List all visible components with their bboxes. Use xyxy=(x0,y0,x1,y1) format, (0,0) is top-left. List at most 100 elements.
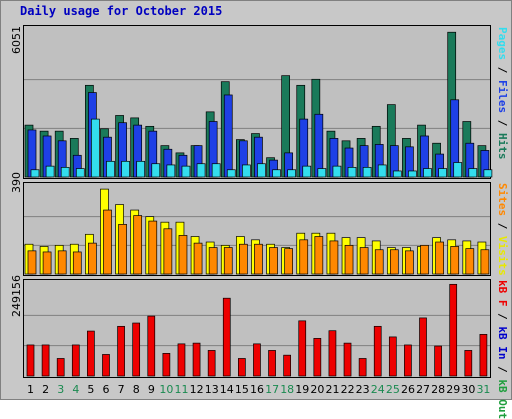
kbytes-bar xyxy=(207,350,216,377)
kbytes-bar xyxy=(253,343,261,377)
sites-bar xyxy=(450,246,460,275)
kbytes-bar xyxy=(434,345,442,377)
x-tick-label: 22 xyxy=(340,383,355,396)
x-tick-label: 29 xyxy=(446,383,461,396)
pages-bar xyxy=(392,170,402,178)
sites-bar xyxy=(193,242,203,275)
pages-bar xyxy=(242,164,251,178)
kbytes-bar xyxy=(313,338,322,377)
hits-ymax-label: 6051 xyxy=(10,26,23,54)
chart-title: Daily usage for October 2015 xyxy=(20,4,223,18)
x-tick-label: 28 xyxy=(431,383,446,396)
sites-bar xyxy=(178,235,188,275)
x-tick-label: 26 xyxy=(400,383,415,396)
pages-bar xyxy=(196,163,206,178)
sites-bar xyxy=(148,220,158,275)
files-bar xyxy=(314,113,324,178)
legend-separator: / xyxy=(496,359,509,380)
sites-bar xyxy=(284,248,293,275)
kbytes-ymax-label: 249156 xyxy=(10,275,23,317)
kbytes-bar xyxy=(177,343,186,377)
x-tick-label: 27 xyxy=(416,383,431,396)
pages-bar xyxy=(30,169,40,178)
sites-bar xyxy=(88,242,97,275)
legend-separator: / xyxy=(496,60,509,80)
kbytes-bar xyxy=(479,334,488,377)
x-tick-label: 14 xyxy=(219,383,234,396)
hits-chart xyxy=(23,25,493,179)
x-tick-label: 8 xyxy=(132,383,140,396)
sites-bar xyxy=(223,247,233,275)
x-tick-label: 10 xyxy=(159,383,174,396)
legend-kbf: kB F xyxy=(496,280,509,307)
kbytes-chart xyxy=(23,279,491,378)
x-tick-label: 13 xyxy=(204,383,219,396)
hits-panel xyxy=(23,25,493,179)
kbytes-legend: kB F / kB In / kB Out xyxy=(496,280,509,419)
kbytes-bar xyxy=(41,344,50,377)
pages-bar xyxy=(181,165,191,178)
kbytes-bar xyxy=(56,358,65,377)
legend-pages: Pages xyxy=(496,27,509,61)
kbytes-bar xyxy=(117,325,125,377)
x-tick-label: 20 xyxy=(310,383,325,396)
x-tick-label: 21 xyxy=(325,383,340,396)
pages-bar xyxy=(362,166,372,178)
x-tick-label: 5 xyxy=(87,383,95,396)
kbytes-border xyxy=(23,279,491,378)
kbytes-bar xyxy=(343,342,352,377)
kbytes-bar xyxy=(192,342,201,377)
pages-bar xyxy=(136,160,146,178)
pages-bar xyxy=(347,166,357,178)
sites-bar xyxy=(118,224,127,275)
sites-bar xyxy=(359,247,369,275)
x-tick-label: 3 xyxy=(57,383,65,396)
files-bar xyxy=(223,94,233,178)
legend-separator: / xyxy=(496,216,509,236)
pages-bar xyxy=(257,163,266,178)
pages-bar xyxy=(453,162,463,178)
kbytes-bar xyxy=(147,315,156,377)
kbytes-bar xyxy=(268,350,276,377)
kbytes-bar xyxy=(419,317,427,377)
sites-bar xyxy=(254,243,263,275)
x-tick-label: 17 xyxy=(265,383,280,396)
sites-bar xyxy=(329,240,339,275)
sites-bar xyxy=(269,247,278,275)
kbytes-bar xyxy=(26,344,35,377)
x-axis-labels: 1 2 3 4 5 6 7 8 9 10 11 12 13 14 15 16 17 18 19 20 21 22 23 24 2… xyxy=(23,383,491,397)
sites-bar xyxy=(133,215,143,275)
kbytes-bar xyxy=(222,297,231,377)
sites-bar xyxy=(435,241,444,275)
pages-bar xyxy=(75,168,85,178)
sites-bar xyxy=(163,228,173,275)
pages-bar xyxy=(211,163,221,178)
kbytes-bar xyxy=(71,344,80,377)
pages-bar xyxy=(166,164,176,178)
pages-bar xyxy=(423,168,432,178)
kbytes-bar xyxy=(404,344,412,377)
pages-bar xyxy=(302,165,312,178)
sites-bar xyxy=(420,244,429,275)
pages-bar xyxy=(408,170,417,178)
sites-bar xyxy=(374,249,384,275)
pages-bar xyxy=(377,164,387,178)
kbytes-bar xyxy=(102,354,110,377)
legend-kbin: kB In xyxy=(496,326,509,360)
legend-separator: / xyxy=(496,306,509,327)
sites-bar xyxy=(480,249,490,275)
hits-border xyxy=(23,25,491,179)
pages-bar xyxy=(483,169,493,178)
pages-bar xyxy=(317,168,327,178)
x-tick-label: 16 xyxy=(250,383,264,396)
pages-bar xyxy=(106,160,115,178)
kbytes-bar xyxy=(132,322,141,377)
sites-bar xyxy=(299,239,309,275)
pages-bar xyxy=(438,168,447,178)
legend-visits: Visits xyxy=(496,236,509,276)
pages-bar xyxy=(91,118,100,178)
sites-bar xyxy=(72,251,82,275)
x-tick-label: 6 xyxy=(102,383,110,396)
kbytes-panel xyxy=(23,279,491,378)
